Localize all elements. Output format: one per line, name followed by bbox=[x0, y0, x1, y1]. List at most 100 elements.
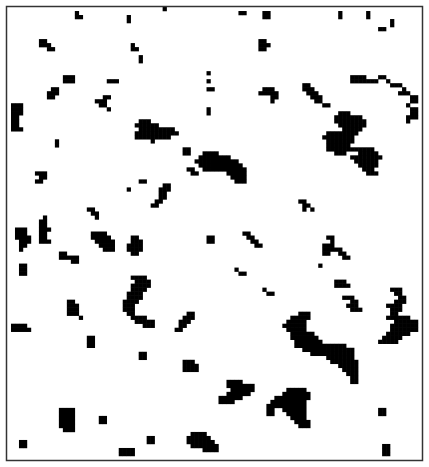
live-cell[interactable] bbox=[258, 47, 263, 52]
live-cell[interactable] bbox=[350, 363, 355, 369]
live-cell[interactable] bbox=[330, 131, 335, 136]
live-cell[interactable] bbox=[406, 119, 411, 124]
live-cell[interactable] bbox=[106, 247, 111, 252]
live-cell[interactable] bbox=[298, 423, 303, 429]
live-cell[interactable] bbox=[130, 295, 135, 300]
live-cell[interactable] bbox=[98, 103, 104, 108]
live-cell[interactable] bbox=[134, 275, 139, 280]
live-cell[interactable] bbox=[302, 87, 307, 92]
live-cell[interactable] bbox=[302, 319, 307, 324]
live-cell[interactable] bbox=[246, 383, 251, 389]
live-cell[interactable] bbox=[410, 319, 415, 324]
live-cell[interactable] bbox=[62, 419, 68, 425]
live-cell[interactable] bbox=[286, 391, 291, 397]
live-cell[interactable] bbox=[350, 75, 355, 80]
live-cell[interactable] bbox=[130, 315, 135, 320]
live-cell[interactable] bbox=[350, 139, 355, 144]
live-cell[interactable] bbox=[338, 283, 343, 288]
live-cell[interactable] bbox=[354, 159, 359, 164]
live-cell[interactable] bbox=[14, 119, 20, 124]
live-cell[interactable] bbox=[310, 343, 315, 348]
live-cell[interactable] bbox=[330, 135, 335, 140]
live-cell[interactable] bbox=[286, 323, 291, 328]
live-cell[interactable] bbox=[106, 107, 111, 112]
live-cell[interactable] bbox=[302, 311, 307, 316]
live-cell[interactable] bbox=[130, 247, 135, 252]
live-cell[interactable] bbox=[358, 147, 363, 152]
live-cell[interactable] bbox=[166, 127, 171, 132]
live-cell[interactable] bbox=[306, 311, 311, 316]
live-cell[interactable] bbox=[222, 399, 227, 405]
live-cell[interactable] bbox=[354, 147, 359, 152]
live-cell[interactable] bbox=[290, 395, 295, 401]
live-cell[interactable] bbox=[358, 79, 363, 84]
live-cell[interactable] bbox=[234, 159, 239, 164]
live-cell[interactable] bbox=[142, 287, 147, 292]
live-cell[interactable] bbox=[298, 199, 303, 204]
live-cell[interactable] bbox=[10, 327, 16, 332]
live-cell[interactable] bbox=[218, 167, 223, 172]
live-cell[interactable] bbox=[342, 363, 347, 369]
live-cell[interactable] bbox=[158, 191, 163, 196]
live-cell[interactable] bbox=[234, 179, 239, 184]
live-cell[interactable] bbox=[62, 407, 68, 413]
live-cell[interactable] bbox=[358, 75, 363, 80]
live-cell[interactable] bbox=[18, 127, 24, 132]
live-cell[interactable] bbox=[54, 91, 60, 96]
live-cell[interactable] bbox=[34, 171, 40, 176]
live-cell[interactable] bbox=[266, 291, 271, 296]
live-cell[interactable] bbox=[342, 343, 347, 348]
live-cell[interactable] bbox=[354, 307, 359, 312]
live-cell[interactable] bbox=[402, 319, 407, 324]
live-cell[interactable] bbox=[118, 451, 123, 457]
live-cell[interactable] bbox=[70, 427, 76, 433]
live-cell[interactable] bbox=[70, 255, 76, 260]
live-cell[interactable] bbox=[122, 447, 127, 453]
live-cell[interactable] bbox=[342, 355, 347, 361]
live-cell[interactable] bbox=[22, 323, 28, 328]
live-cell[interactable] bbox=[10, 119, 16, 124]
live-cell[interactable] bbox=[342, 347, 347, 353]
live-cell[interactable] bbox=[330, 343, 335, 348]
live-cell[interactable] bbox=[158, 195, 163, 200]
live-cell[interactable] bbox=[278, 395, 283, 401]
live-cell[interactable] bbox=[306, 331, 311, 336]
live-cell[interactable] bbox=[334, 115, 339, 120]
live-cell[interactable] bbox=[38, 231, 44, 236]
live-cell[interactable] bbox=[58, 255, 64, 260]
live-cell[interactable] bbox=[370, 147, 375, 152]
live-cell[interactable] bbox=[338, 355, 343, 361]
live-cell[interactable] bbox=[302, 415, 307, 421]
live-cell[interactable] bbox=[366, 171, 371, 176]
live-cell[interactable] bbox=[214, 151, 219, 156]
live-cell[interactable] bbox=[138, 291, 143, 296]
live-cell[interactable] bbox=[130, 447, 135, 453]
live-cell[interactable] bbox=[358, 123, 363, 128]
live-cell[interactable] bbox=[298, 339, 303, 344]
live-cell[interactable] bbox=[234, 391, 239, 397]
live-cell[interactable] bbox=[26, 327, 32, 332]
live-cell[interactable] bbox=[186, 319, 191, 324]
live-cell[interactable] bbox=[18, 443, 24, 449]
live-cell[interactable] bbox=[342, 255, 347, 260]
live-cell[interactable] bbox=[198, 159, 203, 164]
live-cell[interactable] bbox=[386, 339, 391, 344]
live-cell[interactable] bbox=[394, 83, 399, 88]
live-cell[interactable] bbox=[226, 167, 231, 172]
live-cell[interactable] bbox=[390, 327, 395, 332]
live-cell[interactable] bbox=[98, 239, 104, 244]
live-cell[interactable] bbox=[366, 147, 371, 152]
live-cell[interactable] bbox=[362, 167, 367, 172]
live-cell[interactable] bbox=[386, 303, 391, 308]
live-cell[interactable] bbox=[350, 147, 355, 152]
live-cell[interactable] bbox=[62, 79, 68, 84]
live-cell[interactable] bbox=[338, 359, 343, 365]
live-cell[interactable] bbox=[270, 403, 275, 409]
live-cell[interactable] bbox=[350, 307, 355, 312]
live-cell[interactable] bbox=[74, 15, 80, 20]
live-cell[interactable] bbox=[342, 111, 347, 116]
live-cell[interactable] bbox=[182, 323, 187, 328]
live-cell[interactable] bbox=[342, 143, 347, 148]
live-cell[interactable] bbox=[18, 267, 24, 272]
live-cell[interactable] bbox=[86, 343, 92, 348]
